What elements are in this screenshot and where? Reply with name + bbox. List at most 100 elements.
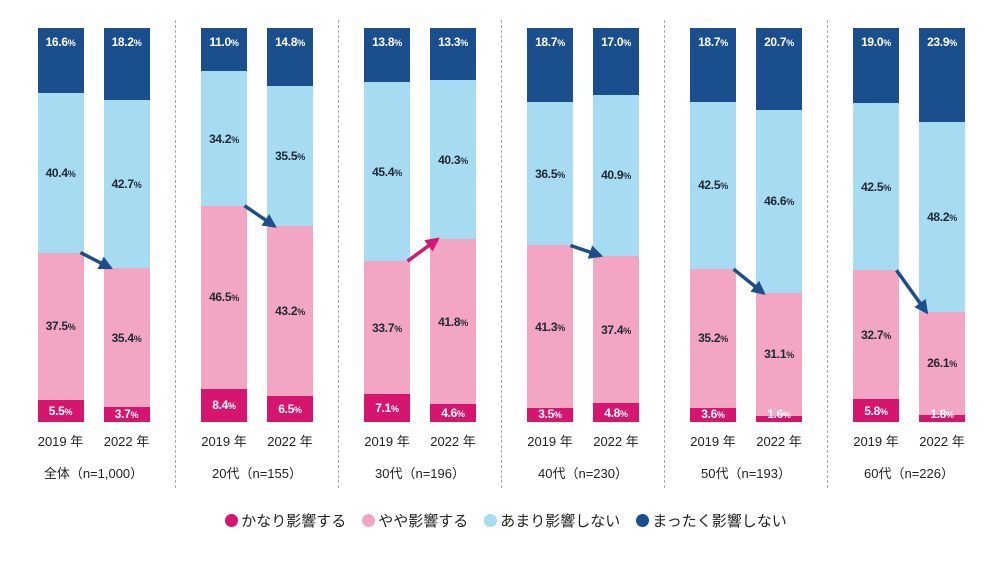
segment-value-label: 37.4%: [601, 322, 631, 337]
bar-segment: 31.1%: [756, 293, 802, 416]
year-label: 2019 年: [37, 434, 84, 449]
bar-segment: 41.3%: [527, 245, 573, 409]
stacked-bar: 13.3% 40.3% 41.8% 4.6%: [430, 28, 476, 422]
segment-value-label: 19.0%: [861, 35, 891, 49]
segment-value-label: 3.6%: [701, 406, 725, 421]
legend-color-dot: [362, 514, 376, 527]
bar-segment: 32.7%: [853, 270, 899, 400]
year-label: 2022 年: [919, 434, 965, 449]
segment-value-label: 42.5%: [698, 178, 728, 193]
segment-value-label: 40.4%: [45, 165, 76, 180]
segment-value-label: 1.8%: [930, 406, 954, 421]
bar-segment: 40.4%: [37, 93, 84, 253]
stacked-bar: 14.8% 35.5% 43.2% 6.5%: [267, 28, 313, 422]
group-label: 30代（n=196）: [375, 466, 465, 481]
bar-segment: 40.9%: [593, 94, 639, 256]
segment-value-label: 3.7%: [114, 406, 139, 421]
stacked-bar: 16.6% 40.4% 37.5% 5.5%: [37, 28, 84, 422]
bar-segment: 1.8%: [919, 408, 965, 422]
segment-value-label: 4.8%: [604, 405, 628, 420]
segment-value-label: 31.1%: [764, 347, 794, 362]
bar-segment: 18.7%: [690, 28, 736, 102]
segment-value-label: 16.6%: [45, 35, 76, 49]
bar-segment: 20.7%: [756, 28, 802, 110]
year-label: 2019 年: [853, 434, 899, 449]
bar-segment: 3.6%: [690, 407, 736, 422]
bars-area: 11.0% 34.2% 46.5% 8.4% 14.8% 35.5% 43.2% 6.5%: [176, 28, 338, 422]
legend-label: あまり影響しない: [500, 513, 621, 530]
chart-legend: かなり影響する やや影響する あまり影響しない まったく影響しない: [12, 510, 1000, 531]
segment-value-label: 3.5%: [538, 406, 562, 421]
legend-color-dot: [636, 514, 650, 527]
legend-color-dot: [225, 514, 239, 527]
year-labels: 2019 年 2022 年: [12, 422, 175, 450]
bar-segment: 46.5%: [201, 205, 247, 389]
bar-segment: 16.6%: [37, 28, 84, 94]
year-label: 2019 年: [364, 434, 410, 449]
legend-label: まったく影響しない: [652, 513, 787, 530]
segment-value-label: 4.6%: [441, 405, 465, 420]
year-labels: 2019 年 2022 年: [828, 422, 990, 450]
year-labels: 2019 年 2022 年: [502, 422, 664, 450]
chart-group: 13.8% 45.4% 33.7% 7.1% 13.3% 40.3% 41.8% 4.6% 20…: [338, 20, 501, 488]
chart-group: 18.7% 36.5% 41.3% 3.5% 17.0% 40.9% 37.4% 4.8% 20…: [501, 20, 664, 488]
bar-segment: 37.4%: [593, 255, 639, 404]
bar-segment: 13.8%: [364, 28, 410, 83]
year-label: 2022 年: [593, 434, 639, 449]
bar-segment: 3.5%: [527, 408, 573, 422]
segment-value-label: 23.9%: [927, 35, 957, 49]
year-labels: 2019 年 2022 年: [339, 422, 501, 450]
bar-segment: 17.0%: [593, 28, 639, 95]
chart-group: 11.0% 34.2% 46.5% 8.4% 14.8% 35.5% 43.2% 6.5% 20…: [175, 20, 338, 488]
segment-value-label: 18.7%: [698, 35, 728, 49]
legend-color-dot: [484, 514, 498, 527]
year-label: 2019 年: [527, 434, 573, 449]
year-label: 2022 年: [103, 434, 150, 449]
bar-segment: 14.8%: [267, 28, 313, 87]
segment-value-label: 5.5%: [48, 404, 73, 419]
group-label: 全体（n=1,000）: [43, 466, 144, 481]
bar-segment: 8.4%: [201, 388, 247, 422]
trend-arrow-down: [79, 251, 113, 270]
group-label: 50代（n=193）: [701, 466, 791, 481]
segment-value-label: 40.3%: [438, 152, 468, 167]
bar-segment: 35.4%: [103, 267, 150, 408]
segment-value-label: 42.5%: [861, 179, 891, 194]
segment-value-label: 41.8%: [438, 314, 468, 329]
bar-segment: 5.5%: [37, 400, 84, 422]
group-label: 60代（n=226）: [864, 466, 954, 481]
bar-segment: 42.7%: [103, 99, 150, 268]
stacked-bar: 11.0% 34.2% 46.5% 8.4%: [201, 28, 247, 422]
chart-group: 19.0% 42.5% 32.7% 5.8% 23.9% 48.2% 26.1% 1.8% 20…: [827, 20, 990, 488]
legend-label: かなり影響する: [241, 513, 347, 530]
bar-segment: 35.5%: [267, 86, 313, 227]
segment-value-label: 8.4%: [212, 398, 236, 413]
bar-segment: 41.8%: [430, 239, 476, 404]
bar-segment: 13.3%: [430, 28, 476, 81]
bar-segment: 11.0%: [201, 28, 247, 72]
bar-segment: 18.7%: [527, 28, 573, 102]
legend-item: かなり影響する: [225, 510, 346, 531]
segment-value-label: 1.6%: [767, 406, 791, 421]
segment-value-label: 41.3%: [535, 319, 565, 334]
stacked-bar: 13.8% 45.4% 33.7% 7.1%: [364, 28, 410, 422]
bar-segment: 35.2%: [690, 269, 736, 408]
bar-segment: 43.2%: [267, 226, 313, 397]
year-labels: 2019 年 2022 年: [665, 422, 827, 450]
bar-segment: 45.4%: [364, 82, 410, 262]
segment-value-label: 42.7%: [111, 176, 142, 191]
legend-label: やや影響する: [378, 513, 469, 530]
segment-value-label: 46.5%: [209, 290, 239, 305]
bar-segment: 4.8%: [593, 403, 639, 422]
legend-item: まったく影響しない: [636, 510, 787, 531]
bars-area: 19.0% 42.5% 32.7% 5.8% 23.9% 48.2% 26.1% 1.8%: [828, 28, 990, 422]
year-label: 2019 年: [201, 434, 247, 449]
year-label: 2019 年: [690, 434, 736, 449]
segment-value-label: 18.2%: [111, 35, 142, 49]
bar-segment: 23.9%: [919, 28, 965, 123]
bar-segment: 26.1%: [919, 312, 965, 415]
bar-segment: 34.2%: [201, 71, 247, 206]
bar-segment: 33.7%: [364, 261, 410, 394]
bar-segment: 3.7%: [103, 407, 150, 422]
bar-segment: 6.5%: [267, 396, 313, 422]
